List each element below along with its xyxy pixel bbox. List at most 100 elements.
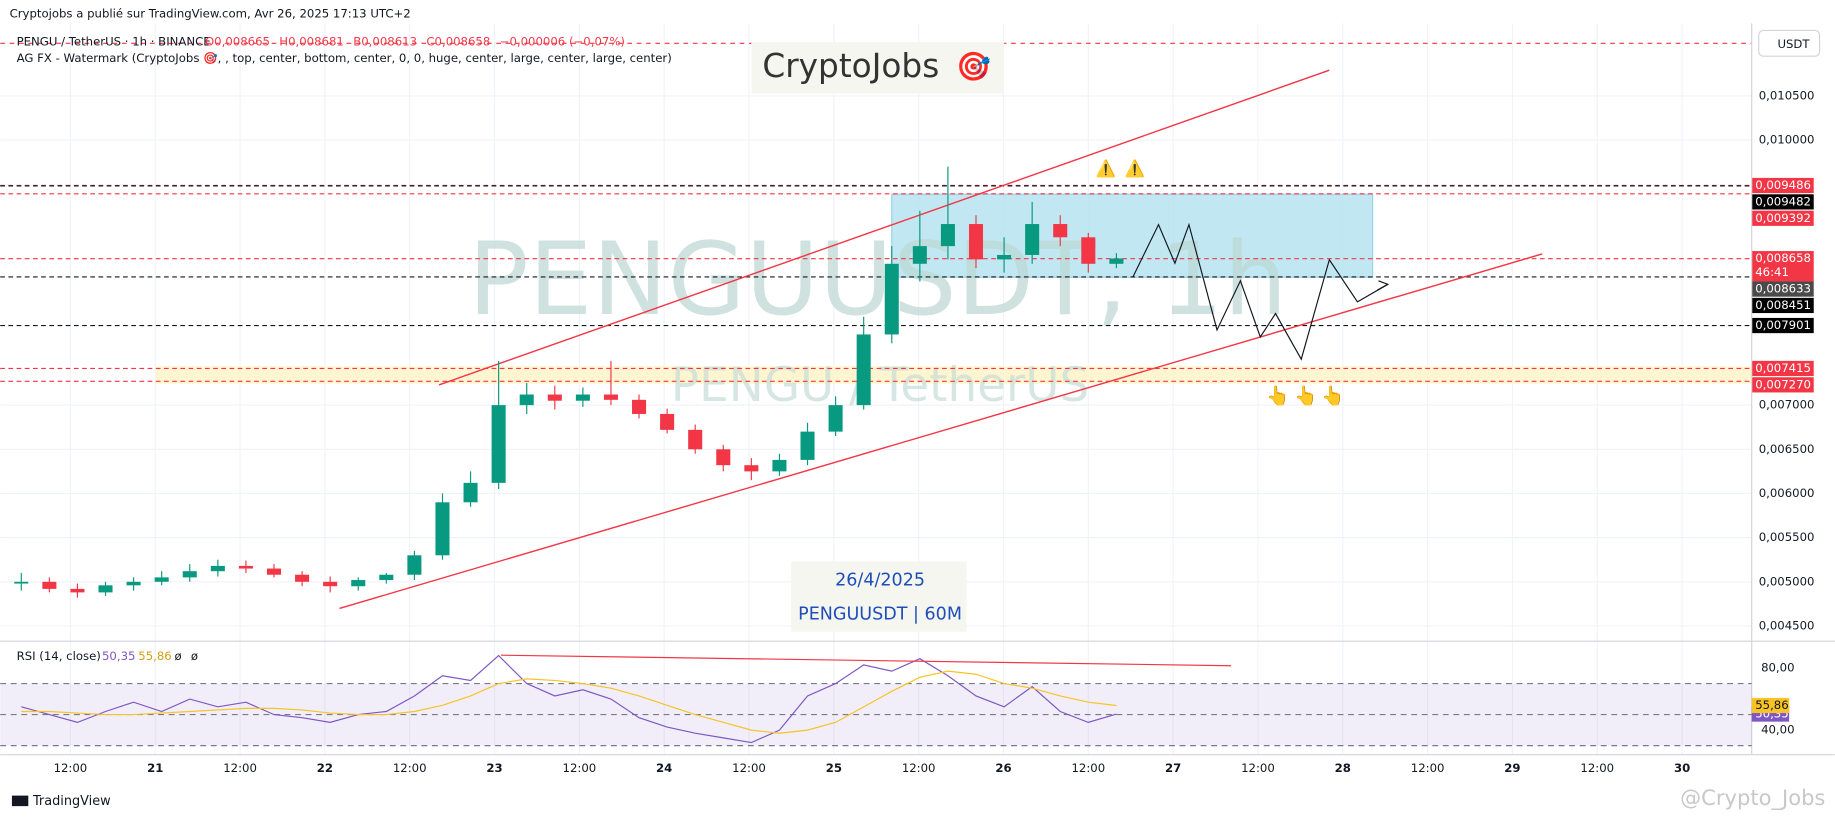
candle-body (98, 585, 113, 593)
indicator-line: AG FX - Watermark (CryptoJobs 🎯, , top, … (17, 51, 672, 65)
price-label: 0,007270 (1755, 377, 1811, 391)
candle-body (379, 574, 394, 581)
x-tick-label: 26 (995, 761, 1011, 775)
x-tick-label: 12:00 (1071, 761, 1105, 775)
ohlc: O0,008665 H0,008681 B0,008613 C0,008658 −0,0… (205, 35, 625, 49)
candle-body (940, 224, 955, 247)
candle-body (1081, 237, 1096, 264)
ohlc-value: −0,000006 (−0,07%) (500, 35, 625, 49)
rsi-line (21, 670, 1117, 734)
y-tick-label: 0,004500 (1759, 618, 1815, 632)
candle-body (744, 465, 759, 472)
candle-body (154, 577, 169, 582)
price-label-box (1751, 317, 1814, 334)
x-tick-label: 12:00 (223, 761, 257, 775)
x-tick-label: 28 (1335, 761, 1351, 775)
price-label: 0,008658 (1755, 251, 1811, 265)
candle-body (1025, 224, 1040, 255)
currency-box (1758, 29, 1821, 57)
credit: @Crypto_Jobs (1680, 785, 1825, 810)
x-tick-label: 29 (1504, 761, 1520, 775)
candle-body (295, 574, 310, 582)
brand-logo (11, 795, 29, 807)
price-label-box (1751, 281, 1814, 297)
rsi-value: 50,35 (102, 649, 135, 663)
rsi-tick-label: 80,00 (1761, 661, 1794, 675)
price-label-box (1751, 297, 1814, 314)
x-tick-label: 12:00 (902, 761, 936, 775)
candle-body (42, 581, 57, 589)
candle-body (14, 581, 29, 584)
rsi-tick-label: 40,00 (1761, 723, 1794, 737)
projection-path (1132, 222, 1389, 361)
y-tick-label: 0,006000 (1759, 486, 1815, 500)
x-tick-label: 24 (656, 761, 672, 775)
candle-body (660, 413, 675, 430)
price-label: 0,009486 (1755, 178, 1811, 192)
price-label-box (1751, 194, 1814, 210)
ohlc-value: O0,008665 (205, 35, 270, 49)
candle-body (603, 394, 618, 400)
grid: 0,010500 0,010000 0,007000 0,006500 0,006000… (0, 23, 1815, 755)
candle-body (519, 394, 534, 406)
rsi-value-label: 55,86 (1755, 698, 1788, 712)
rsi-extra: ø (191, 649, 198, 663)
brand: TradingView (32, 794, 111, 809)
publisher: Cryptojobs a publié sur TradingView.com,… (10, 7, 411, 21)
x-tick-label: 12:00 (54, 761, 88, 775)
candle-body (210, 565, 225, 572)
x-tick-label: 21 (147, 761, 163, 775)
candle-body (435, 502, 450, 556)
x-tick-label: 12:00 (1580, 761, 1614, 775)
candle-body (182, 571, 197, 578)
channel-upper (438, 69, 1330, 386)
price-label: 0,009392 (1755, 211, 1811, 225)
candle-body (1109, 258, 1124, 264)
logo-icon: 🎯 (956, 50, 991, 83)
candle-body (491, 405, 506, 483)
candle-body (463, 482, 478, 503)
y-tick-label: 0,007000 (1759, 398, 1815, 412)
candle-body (1053, 224, 1068, 238)
ohlc-value: B0,008613 (353, 35, 417, 49)
rsi-divergence (500, 654, 1232, 667)
x-tick-label: 12:00 (563, 761, 597, 775)
logo-text: CryptoJobs (762, 47, 939, 85)
logo-box (751, 42, 1005, 94)
price-label: 0,007901 (1755, 318, 1811, 332)
price-label-box (1751, 377, 1814, 393)
price-label-box (1751, 251, 1814, 282)
date-text: 26/4/2025 (835, 570, 925, 590)
ohlc-value: H0,008681 (279, 35, 344, 49)
candle-body (351, 580, 366, 587)
pointer-icon: 👆 (1321, 385, 1344, 407)
y-tick-label: 0,005500 (1759, 530, 1815, 544)
candle-body (716, 449, 731, 466)
warning-icon: ⚠️ (1096, 159, 1116, 178)
candle-body (238, 565, 253, 569)
rsi-value-box (1751, 697, 1790, 714)
price-label: 0,008633 (1755, 282, 1811, 296)
candle-body (407, 555, 422, 575)
candle-body (772, 459, 787, 472)
candle-body (323, 581, 338, 587)
date-box (791, 561, 967, 632)
watermark-small: PENGU / TetherUS (671, 359, 1089, 413)
rsi-line (21, 654, 1117, 744)
price-label-sub: 46:41 (1755, 265, 1789, 279)
price-label: 0,007415 (1755, 361, 1811, 375)
x-tick-label: 12:00 (1241, 761, 1275, 775)
candle-body (632, 399, 647, 414)
candles (14, 166, 1124, 598)
pointer-icon: 👆 (1266, 385, 1289, 407)
rsi-ma-value: 55,86 (138, 649, 171, 663)
rsi-title: RSI (14, close) (17, 649, 101, 663)
candle-body (575, 394, 590, 401)
projection-arrow (1377, 280, 1390, 291)
candle-body (828, 405, 843, 432)
yellow-zone (155, 366, 1752, 384)
